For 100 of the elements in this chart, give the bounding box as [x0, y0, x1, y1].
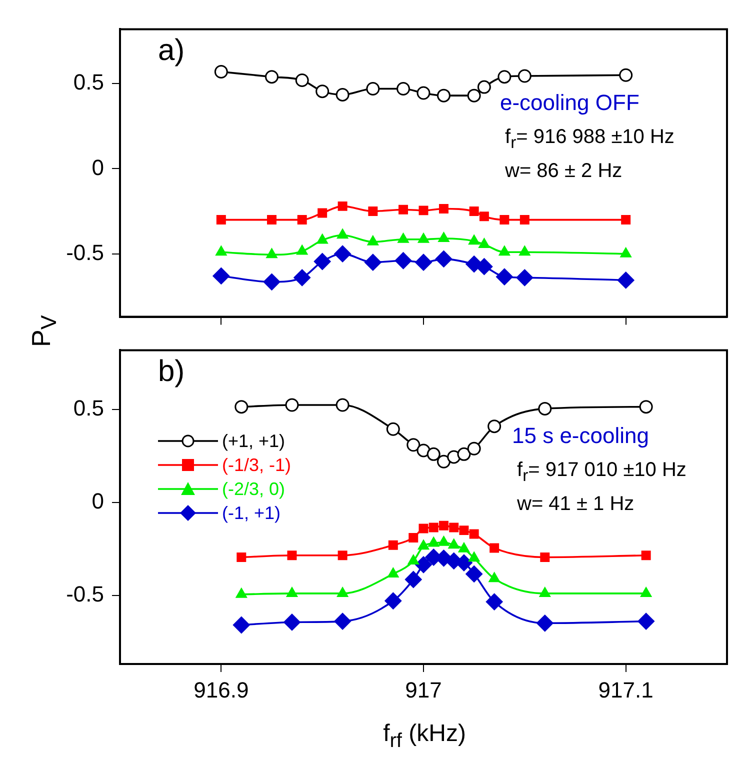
- point: [296, 244, 308, 255]
- point: [367, 235, 379, 246]
- point: [384, 592, 402, 610]
- point: [536, 614, 554, 632]
- point: [518, 69, 532, 83]
- point: [478, 238, 490, 248]
- point: [418, 540, 430, 550]
- point: [294, 269, 311, 286]
- point: [436, 88, 450, 102]
- annotation: f$_{r}$= 917 010 ±10 Hz: [517, 459, 686, 486]
- point: [448, 538, 460, 549]
- point: [334, 245, 352, 262]
- point: [406, 438, 420, 452]
- point: [234, 400, 248, 414]
- x-tick-label: 917.1: [598, 677, 654, 702]
- point: [640, 586, 652, 597]
- point: [438, 520, 448, 530]
- point: [338, 201, 348, 211]
- annotation: b): [158, 355, 185, 389]
- point: [388, 540, 398, 550]
- point: [236, 552, 246, 562]
- point: [334, 612, 352, 630]
- point: [368, 206, 378, 216]
- point: [459, 526, 469, 536]
- point: [415, 254, 432, 271]
- point: [479, 212, 489, 222]
- annotation: f$_{r}$= 916 988 ±10 Hz: [505, 126, 674, 153]
- point: [438, 536, 450, 546]
- point: [283, 614, 300, 631]
- point: [449, 522, 459, 532]
- x-axis-title: f$_{rf}$ (kHz): [382, 720, 467, 753]
- point: [408, 532, 418, 542]
- annotation: w= 41 ± 1 Hz: [517, 493, 634, 516]
- point: [469, 206, 479, 216]
- point: [520, 215, 530, 225]
- point: [488, 420, 502, 434]
- legend-label: (-2/3, 0): [222, 478, 286, 500]
- x-tick-label: 916.9: [194, 677, 249, 702]
- point: [500, 215, 510, 225]
- legend-label: (-1, +1): [222, 502, 281, 524]
- legend-label: (-1/3, -1): [222, 454, 292, 476]
- point: [398, 232, 409, 243]
- point: [408, 554, 420, 564]
- annotation: e-cooling OFF: [500, 90, 640, 116]
- point: [297, 215, 307, 225]
- point: [467, 88, 481, 102]
- point: [336, 398, 350, 412]
- point: [286, 586, 298, 597]
- point: [316, 234, 328, 244]
- point: [488, 572, 500, 582]
- point: [316, 84, 330, 98]
- annotation: w= 86 ± 2 Hz: [505, 160, 622, 183]
- annotation: a): [158, 34, 185, 68]
- point: [236, 588, 248, 598]
- point: [418, 524, 428, 534]
- point: [641, 550, 651, 560]
- point: [336, 228, 348, 239]
- point: [314, 252, 331, 270]
- point: [418, 206, 428, 216]
- point: [617, 272, 634, 289]
- point: [364, 254, 382, 271]
- point: [458, 542, 470, 552]
- point: [540, 552, 550, 562]
- legend-label: (+1, +1): [222, 430, 286, 452]
- annotation: 15 s e-cooling: [512, 423, 649, 449]
- point: [285, 398, 299, 412]
- point: [436, 454, 450, 468]
- point: [336, 88, 350, 102]
- point: [496, 268, 513, 286]
- point: [214, 64, 228, 78]
- point: [468, 234, 480, 245]
- point: [416, 444, 430, 458]
- point: [639, 400, 653, 414]
- point: [486, 593, 503, 610]
- point: [468, 552, 480, 562]
- y-tick-label: -0.5: [66, 581, 104, 606]
- point: [516, 269, 534, 286]
- point: [518, 246, 530, 256]
- point: [404, 571, 422, 588]
- point: [232, 616, 250, 634]
- point: [396, 82, 410, 96]
- point: [477, 80, 491, 94]
- point: [426, 447, 440, 461]
- point: [435, 250, 452, 268]
- point: [621, 215, 631, 225]
- point: [457, 447, 471, 461]
- point: [387, 567, 399, 578]
- point: [338, 550, 348, 560]
- y-tick-label: 0: [92, 154, 104, 180]
- point: [265, 70, 278, 84]
- point: [466, 565, 483, 582]
- y-tick-label: 0: [92, 488, 104, 514]
- point: [263, 273, 280, 290]
- point: [498, 246, 510, 256]
- point: [287, 550, 297, 560]
- point: [498, 70, 512, 84]
- point: [415, 556, 432, 574]
- y-tick-label: 0.5: [73, 70, 104, 95]
- point: [428, 522, 438, 532]
- point: [638, 612, 655, 630]
